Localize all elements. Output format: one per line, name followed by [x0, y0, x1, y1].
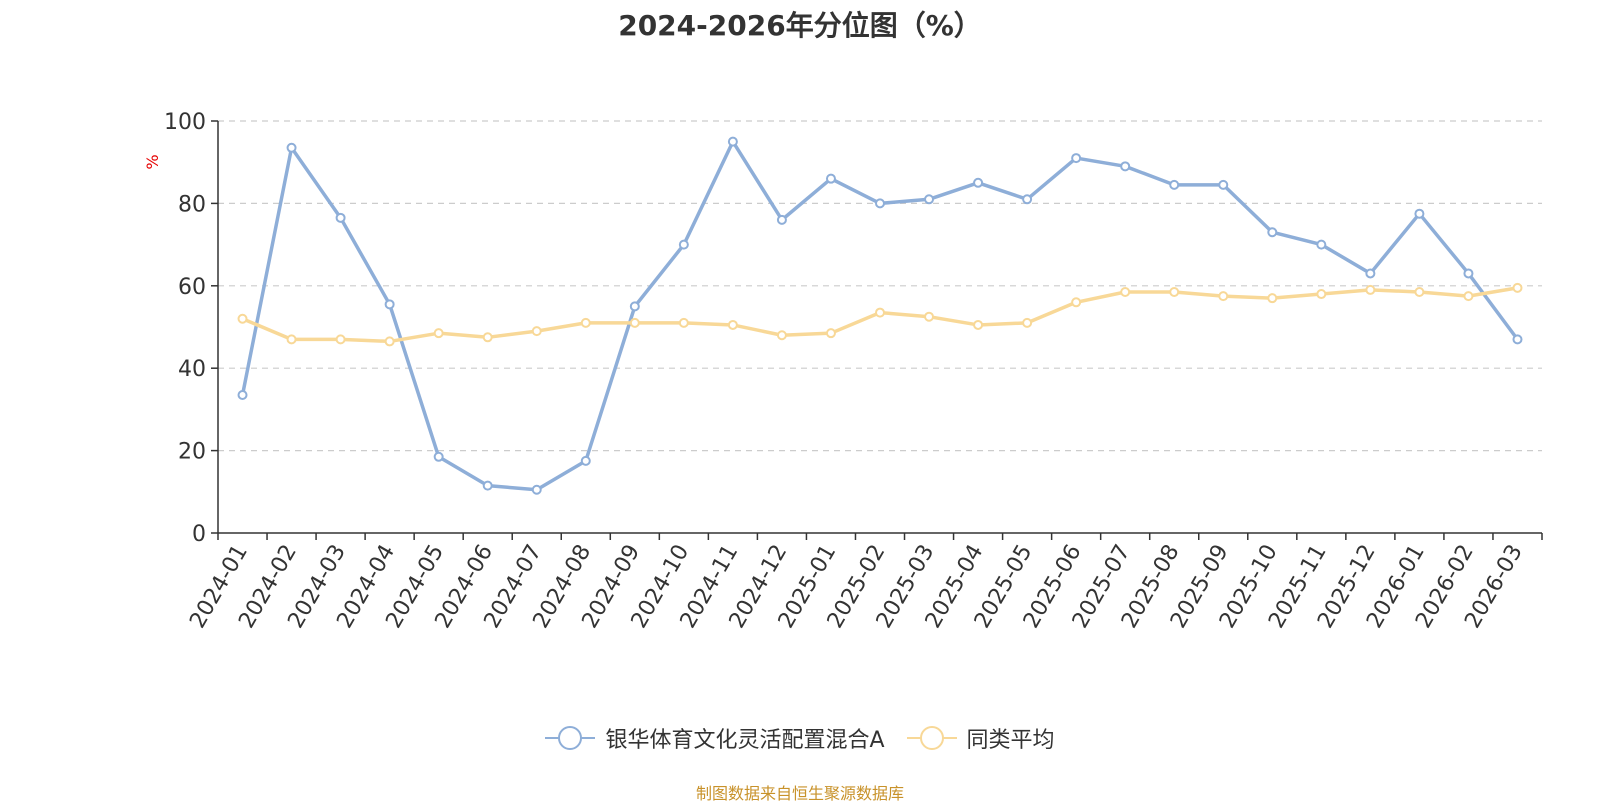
series-2-point-26[interactable]: [1512, 282, 1523, 293]
series-2-point-12[interactable]: [825, 328, 836, 339]
series-1-point-13[interactable]: [875, 198, 885, 209]
y-tick-label-0: 0: [192, 522, 206, 547]
series-2-point-18[interactable]: [1120, 286, 1131, 297]
series-1-point-3[interactable]: [384, 299, 395, 310]
series-2-point-4[interactable]: [433, 328, 444, 339]
y-tick-label-4: 80: [178, 192, 206, 217]
series-2-point-3[interactable]: [384, 336, 395, 347]
series-2-point-1[interactable]: [286, 334, 297, 345]
series-1-point-24[interactable]: [1414, 208, 1425, 219]
series-1-point-17[interactable]: [1071, 153, 1082, 164]
series-1-point-1[interactable]: [286, 142, 297, 153]
series-1-point-14[interactable]: [924, 194, 935, 205]
series-2-point-16[interactable]: [1022, 317, 1033, 328]
series-2-point-24[interactable]: [1414, 286, 1425, 297]
y-tick-label-3: 60: [178, 275, 206, 300]
series-1-point-12[interactable]: [825, 173, 836, 184]
series-1-point-11[interactable]: [776, 214, 787, 225]
series-2-point-13[interactable]: [875, 307, 885, 318]
legend-label-series-1: 银华体育文化灵活配置混合A: [605, 728, 885, 753]
legend-label-series-2: 同类平均: [966, 728, 1055, 753]
y-tick-label-2: 40: [178, 357, 206, 382]
series-1-point-8[interactable]: [629, 301, 640, 312]
series-2-point-23[interactable]: [1365, 284, 1376, 295]
series-1-point-21[interactable]: [1267, 227, 1278, 238]
series-2-point-21[interactable]: [1267, 293, 1278, 304]
series-2-point-25[interactable]: [1463, 291, 1474, 302]
legend-marker-series-2: [906, 726, 957, 750]
data-source-note: 制图数据来自恒生聚源数据库: [695, 784, 904, 803]
series-1-point-18[interactable]: [1120, 161, 1131, 172]
series-1-point-4[interactable]: [433, 451, 444, 462]
series-2-point-22[interactable]: [1316, 289, 1327, 300]
series-2-point-6[interactable]: [531, 326, 542, 337]
series-1-point-6[interactable]: [531, 484, 542, 495]
chart-title: 2024-2026年分位图（%）: [618, 9, 982, 42]
legend-marker-series-1: [545, 726, 596, 750]
series-2-point-17[interactable]: [1071, 297, 1082, 308]
series-1-point-9[interactable]: [678, 239, 689, 250]
y-tick-label-5: 100: [164, 110, 206, 135]
series-1-point-19[interactable]: [1169, 179, 1180, 190]
series-1-point-7[interactable]: [580, 455, 591, 466]
y-tick-label-1: 20: [178, 440, 206, 465]
series-1-point-23[interactable]: [1365, 268, 1376, 279]
legend-item-series-1[interactable]: 银华体育文化灵活配置混合A: [545, 722, 885, 754]
series-1-point-15[interactable]: [973, 177, 984, 188]
series-2-point-19[interactable]: [1169, 286, 1180, 297]
legend: 银华体育文化灵活配置混合A 同类平均: [0, 722, 1600, 754]
series-1-point-22[interactable]: [1316, 239, 1327, 250]
series-2-point-2[interactable]: [335, 334, 346, 345]
y-axis-label: %: [143, 154, 162, 169]
series-2-point-7[interactable]: [580, 317, 591, 328]
series-2-point-8[interactable]: [629, 317, 640, 328]
series-1-point-25[interactable]: [1463, 268, 1474, 279]
series-2-point-11[interactable]: [776, 330, 787, 341]
series-1-point-26[interactable]: [1512, 334, 1523, 345]
series-2-point-9[interactable]: [678, 317, 689, 328]
legend-item-series-2[interactable]: 同类平均: [906, 722, 1055, 754]
series-2-point-20[interactable]: [1218, 291, 1229, 302]
series-2-point-5[interactable]: [482, 332, 493, 343]
series-2-point-15[interactable]: [973, 319, 984, 330]
series-2-point-14[interactable]: [924, 311, 935, 322]
series-1-point-20[interactable]: [1218, 179, 1229, 190]
series-1-point-16[interactable]: [1022, 194, 1033, 205]
series-1-point-5[interactable]: [482, 480, 493, 491]
series-1-point-10[interactable]: [727, 136, 738, 147]
series-2-point-10[interactable]: [727, 319, 738, 330]
series-1-point-2[interactable]: [335, 212, 346, 223]
series-1-point-0[interactable]: [237, 389, 248, 400]
series-2-point-0[interactable]: [237, 313, 248, 324]
